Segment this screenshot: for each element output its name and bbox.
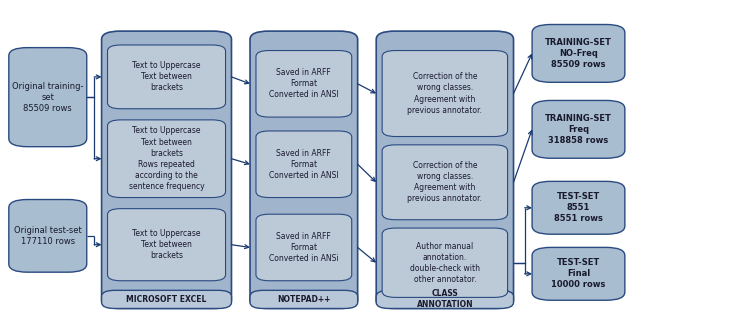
FancyBboxPatch shape bbox=[376, 290, 513, 308]
FancyBboxPatch shape bbox=[250, 31, 358, 308]
FancyBboxPatch shape bbox=[532, 181, 625, 234]
FancyBboxPatch shape bbox=[256, 131, 352, 197]
FancyBboxPatch shape bbox=[107, 45, 226, 109]
FancyBboxPatch shape bbox=[256, 51, 352, 117]
FancyBboxPatch shape bbox=[250, 290, 358, 308]
Text: TRAINING-SET
NO-Freq
85509 rows: TRAINING-SET NO-Freq 85509 rows bbox=[545, 38, 612, 69]
Text: Author manual
annotation.
double-check with
other annotator.: Author manual annotation. double-check w… bbox=[410, 241, 480, 284]
FancyBboxPatch shape bbox=[532, 247, 625, 300]
Text: Saved in ARFF
Format
Converted in ANSI: Saved in ARFF Format Converted in ANSI bbox=[269, 149, 339, 180]
Text: TRAINING-SET
Freq
318858 rows: TRAINING-SET Freq 318858 rows bbox=[545, 114, 612, 145]
FancyBboxPatch shape bbox=[532, 25, 625, 82]
Text: CLASS
ANNOTATION: CLASS ANNOTATION bbox=[416, 289, 473, 309]
FancyBboxPatch shape bbox=[376, 31, 513, 308]
Text: MICROSOFT EXCEL: MICROSOFT EXCEL bbox=[127, 295, 206, 304]
Text: TEST-SET
Final
10000 rows: TEST-SET Final 10000 rows bbox=[551, 258, 606, 289]
Text: Text to Uppercase
Text between
brackets: Text to Uppercase Text between brackets bbox=[133, 229, 201, 260]
Text: TEST-SET
8551
8551 rows: TEST-SET 8551 8551 rows bbox=[554, 192, 603, 223]
FancyBboxPatch shape bbox=[256, 214, 352, 281]
Text: Correction of the
wrong classes.
Agreement with
previous annotator.: Correction of the wrong classes. Agreeme… bbox=[408, 72, 482, 115]
FancyBboxPatch shape bbox=[532, 101, 625, 158]
FancyBboxPatch shape bbox=[101, 290, 232, 308]
FancyBboxPatch shape bbox=[382, 145, 507, 220]
FancyBboxPatch shape bbox=[9, 48, 86, 147]
Text: Correction of the
wrong classes.
Agreement with
previous annotator.: Correction of the wrong classes. Agreeme… bbox=[408, 161, 482, 203]
Text: Original test-set
177110 rows: Original test-set 177110 rows bbox=[14, 226, 82, 246]
FancyBboxPatch shape bbox=[382, 51, 507, 137]
FancyBboxPatch shape bbox=[9, 199, 86, 272]
Text: Text to Uppercase
Text between
brackets: Text to Uppercase Text between brackets bbox=[133, 61, 201, 93]
FancyBboxPatch shape bbox=[107, 209, 226, 281]
Text: Text to Uppercase
Text between
brackets
Rows repeated
according to the
sentence : Text to Uppercase Text between brackets … bbox=[129, 127, 204, 191]
FancyBboxPatch shape bbox=[382, 228, 507, 297]
Text: NOTEPAD++: NOTEPAD++ bbox=[277, 295, 331, 304]
Text: Original training-
set
85509 rows: Original training- set 85509 rows bbox=[12, 82, 83, 113]
Text: Saved in ARFF
Format
Converted in ANSI: Saved in ARFF Format Converted in ANSI bbox=[269, 68, 339, 100]
Text: Saved in ARFF
Format
Converted in ANSi: Saved in ARFF Format Converted in ANSi bbox=[269, 232, 339, 263]
FancyBboxPatch shape bbox=[107, 120, 226, 197]
FancyBboxPatch shape bbox=[101, 31, 232, 308]
